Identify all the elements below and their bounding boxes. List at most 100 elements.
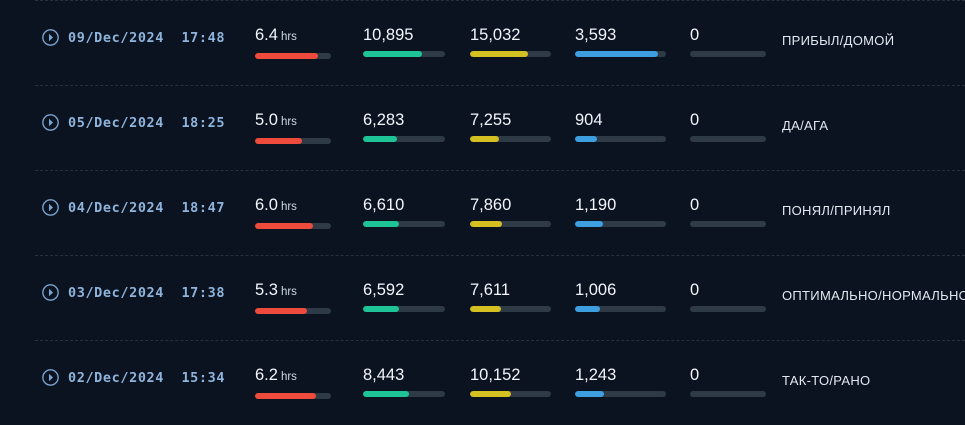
steps-bar-fill xyxy=(363,136,398,142)
hours-metric: 6.2 hrs xyxy=(255,366,331,399)
hours-unit: hrs xyxy=(280,31,297,43)
row-note-label: ТАК-ТО/РАНО xyxy=(782,373,871,388)
distance-bar-fill xyxy=(575,306,600,312)
calories-bar-fill xyxy=(470,391,511,397)
calories-metric: 7,860 xyxy=(470,196,551,227)
calories-bar-track xyxy=(470,391,551,397)
activity-row[interactable]: 02/Dec/2024 15:34 6.2 hrs 8,443 10,152 1,243 0… xyxy=(0,340,965,425)
row-note-label: ПРИБЫЛ/ДОМОЙ xyxy=(782,33,895,48)
steps-bar-track xyxy=(363,136,445,142)
row-date-cell[interactable]: 03/Dec/2024 17:38 xyxy=(42,284,225,301)
calories-value: 7,255 xyxy=(470,111,512,129)
hours-bar-track xyxy=(255,308,331,314)
zero-value: 0 xyxy=(690,26,700,44)
calories-bar-track xyxy=(470,221,551,227)
hours-value: 5.3 hrs xyxy=(255,281,297,299)
calories-bar-track xyxy=(470,136,551,142)
row-date-cell[interactable]: 04/Dec/2024 18:47 xyxy=(42,199,225,216)
distance-bar-fill xyxy=(575,136,597,142)
steps-bar-track xyxy=(363,51,445,57)
hours-metric: 5.0 hrs xyxy=(255,111,331,144)
row-date-text: 02/Dec/2024 15:34 xyxy=(68,369,226,386)
distance-metric: 1,190 xyxy=(575,196,666,227)
row-date-cell[interactable]: 02/Dec/2024 15:34 xyxy=(42,369,225,386)
hours-unit: hrs xyxy=(280,116,297,128)
row-date-text: 04/Dec/2024 18:47 xyxy=(68,199,226,216)
activity-row[interactable]: 04/Dec/2024 18:47 6.0 hrs 6,610 7,860 1,190 0 П… xyxy=(0,170,965,255)
steps-value: 8,443 xyxy=(363,366,405,384)
distance-metric: 1,006 xyxy=(575,281,666,312)
steps-metric: 8,443 xyxy=(363,366,445,397)
hours-value: 6.2 hrs xyxy=(255,366,297,384)
hours-value: 6.4 hrs xyxy=(255,26,297,44)
activity-row[interactable]: 09/Dec/2024 17:48 6.4 hrs 10,895 15,032 3,593… xyxy=(0,0,965,85)
row-date-cell[interactable]: 05/Dec/2024 18:25 xyxy=(42,114,225,131)
chevron-right-circle-icon[interactable] xyxy=(42,369,59,386)
hours-unit: hrs xyxy=(280,201,297,213)
distance-bar-track xyxy=(575,306,666,312)
calories-value: 7,611 xyxy=(470,281,511,299)
row-date-text: 09/Dec/2024 17:48 xyxy=(68,29,226,46)
calories-value: 10,152 xyxy=(470,366,521,384)
distance-bar-track xyxy=(575,391,666,397)
chevron-right-circle-icon[interactable] xyxy=(42,199,59,216)
steps-bar-track xyxy=(363,391,445,397)
hours-bar-track xyxy=(255,138,331,144)
hours-bar-track xyxy=(255,53,331,59)
hours-bar-track xyxy=(255,393,331,399)
hours-bar-track xyxy=(255,223,331,229)
chevron-right-circle-icon[interactable] xyxy=(42,29,59,46)
zero-metric: 0 xyxy=(690,196,766,227)
chevron-right-circle-icon[interactable] xyxy=(42,284,59,301)
zero-bar-track xyxy=(690,221,766,227)
hours-value: 6.0 hrs xyxy=(255,196,297,214)
distance-value: 1,006 xyxy=(575,281,617,299)
distance-bar-fill xyxy=(575,221,604,227)
steps-bar-fill xyxy=(363,391,409,397)
calories-value: 15,032 xyxy=(470,26,521,44)
zero-metric: 0 xyxy=(690,111,766,142)
hours-metric: 5.3 hrs xyxy=(255,281,331,314)
steps-bar-track xyxy=(363,306,445,312)
zero-value: 0 xyxy=(690,366,700,384)
steps-metric: 10,895 xyxy=(363,26,445,57)
hours-bar-fill xyxy=(255,308,308,314)
row-date-text: 03/Dec/2024 17:38 xyxy=(68,284,226,301)
distance-bar-fill xyxy=(575,51,658,57)
steps-bar-fill xyxy=(363,221,400,227)
row-date-text: 05/Dec/2024 18:25 xyxy=(68,114,226,131)
distance-bar-fill xyxy=(575,391,605,397)
hours-bar-fill xyxy=(255,138,303,144)
distance-value: 1,243 xyxy=(575,366,617,384)
calories-bar-track xyxy=(470,306,551,312)
steps-bar-fill xyxy=(363,51,423,57)
distance-bar-track xyxy=(575,51,666,57)
row-note-label: ПОНЯЛ/ПРИНЯЛ xyxy=(782,203,891,218)
hours-bar-fill xyxy=(255,223,313,229)
activity-row[interactable]: 03/Dec/2024 17:38 5.3 hrs 6,592 7,611 1,006 0 О… xyxy=(0,255,965,340)
distance-value: 1,190 xyxy=(575,196,617,214)
calories-bar-fill xyxy=(470,136,500,142)
row-date-cell[interactable]: 09/Dec/2024 17:48 xyxy=(42,29,225,46)
zero-bar-track xyxy=(690,306,766,312)
distance-metric: 3,593 xyxy=(575,26,666,57)
chevron-right-circle-icon[interactable] xyxy=(42,114,59,131)
calories-metric: 7,255 xyxy=(470,111,551,142)
steps-metric: 6,283 xyxy=(363,111,445,142)
zero-value: 0 xyxy=(690,111,700,129)
calories-bar-track xyxy=(470,51,551,57)
zero-bar-track xyxy=(690,391,766,397)
calories-metric: 15,032 xyxy=(470,26,551,57)
calories-bar-fill xyxy=(470,306,501,312)
distance-bar-track xyxy=(575,136,666,142)
hours-value: 5.0 hrs xyxy=(255,111,297,129)
hours-unit: hrs xyxy=(280,371,297,383)
distance-bar-track xyxy=(575,221,666,227)
steps-value: 10,895 xyxy=(363,26,414,44)
hours-unit: hrs xyxy=(280,286,297,298)
zero-bar-track xyxy=(690,51,766,57)
steps-value: 6,592 xyxy=(363,281,405,299)
calories-bar-fill xyxy=(470,51,529,57)
activity-row[interactable]: 05/Dec/2024 18:25 5.0 hrs 6,283 7,255 904 0 ДА/… xyxy=(0,85,965,170)
steps-metric: 6,610 xyxy=(363,196,445,227)
